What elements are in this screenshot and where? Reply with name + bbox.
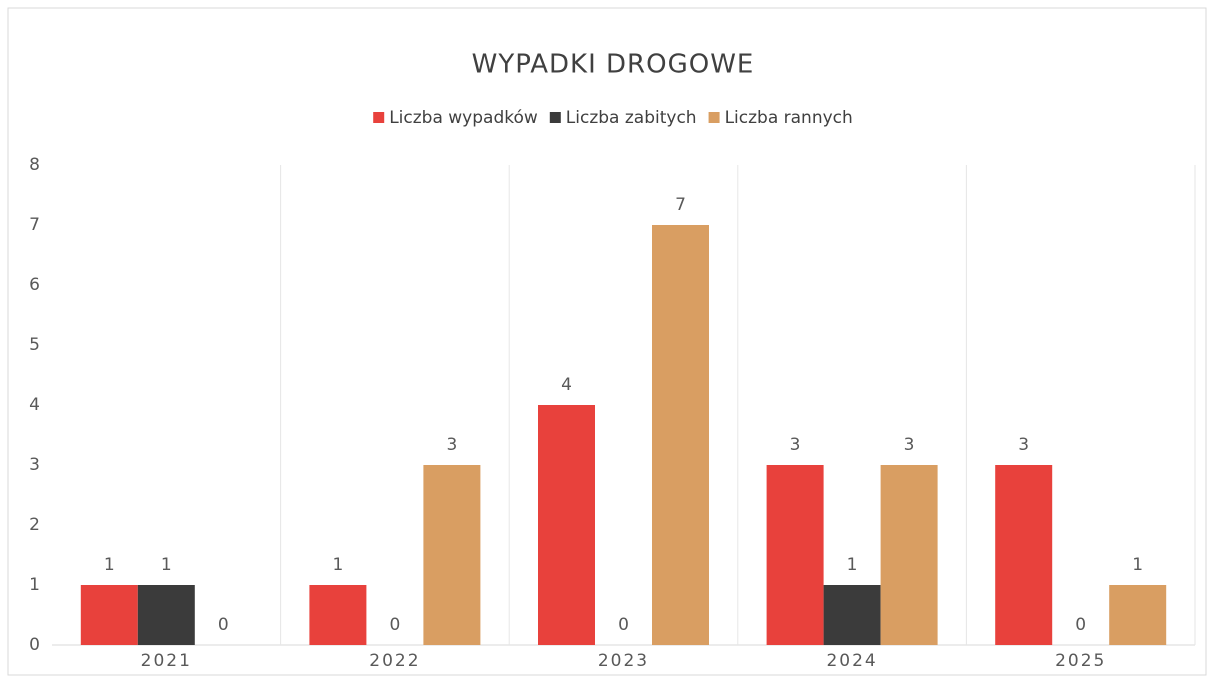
x-tick-label: 2024 bbox=[826, 651, 877, 671]
y-tick-label: 2 bbox=[29, 515, 40, 535]
data-label: 1 bbox=[1132, 555, 1143, 575]
y-tick-label: 4 bbox=[29, 395, 40, 415]
y-tick-label: 5 bbox=[29, 335, 40, 355]
x-tick-label: 2021 bbox=[141, 651, 192, 671]
data-label: 7 bbox=[675, 195, 686, 215]
bar bbox=[1109, 585, 1167, 645]
y-tick-label: 8 bbox=[29, 155, 40, 175]
chart-title: WYPADKI DROGOWE bbox=[472, 50, 755, 80]
bar bbox=[423, 465, 481, 645]
data-label: 3 bbox=[790, 435, 801, 455]
data-label: 1 bbox=[847, 555, 858, 575]
bar bbox=[652, 225, 709, 645]
bar bbox=[137, 585, 195, 645]
legend-item: Liczba zabitych bbox=[549, 108, 697, 128]
x-tick-label: 2023 bbox=[598, 651, 649, 671]
y-tick-label: 0 bbox=[29, 635, 40, 655]
data-label: 3 bbox=[446, 435, 457, 455]
bar bbox=[766, 465, 824, 645]
y-tick-label: 7 bbox=[29, 215, 40, 235]
y-tick-label: 6 bbox=[29, 275, 40, 295]
bar bbox=[880, 465, 938, 645]
legend-swatch bbox=[373, 112, 385, 123]
data-label: 0 bbox=[218, 615, 229, 635]
y-tick-label: 3 bbox=[29, 455, 40, 475]
legend-item: Liczba wypadków bbox=[373, 108, 538, 128]
legend-label: Liczba rannych bbox=[725, 108, 853, 128]
data-label: 3 bbox=[1018, 435, 1029, 455]
legend-item: Liczba rannych bbox=[708, 108, 853, 128]
bar bbox=[538, 405, 595, 645]
bar bbox=[80, 585, 138, 645]
data-label: 1 bbox=[161, 555, 172, 575]
x-tick-label: 2022 bbox=[369, 651, 420, 671]
legend-swatch bbox=[708, 112, 720, 123]
bar bbox=[823, 585, 881, 645]
data-label: 0 bbox=[618, 615, 629, 635]
bar bbox=[995, 465, 1053, 645]
data-label: 4 bbox=[561, 375, 572, 395]
data-label: 1 bbox=[332, 555, 343, 575]
legend-label: Liczba zabitych bbox=[566, 108, 697, 128]
legend-swatch bbox=[549, 112, 561, 123]
data-label: 0 bbox=[1075, 615, 1086, 635]
data-label: 3 bbox=[904, 435, 915, 455]
bar bbox=[309, 585, 367, 645]
y-tick-label: 1 bbox=[29, 575, 40, 595]
data-label: 1 bbox=[104, 555, 115, 575]
x-tick-label: 2025 bbox=[1055, 651, 1106, 671]
legend-label: Liczba wypadków bbox=[389, 108, 538, 128]
data-label: 0 bbox=[389, 615, 400, 635]
